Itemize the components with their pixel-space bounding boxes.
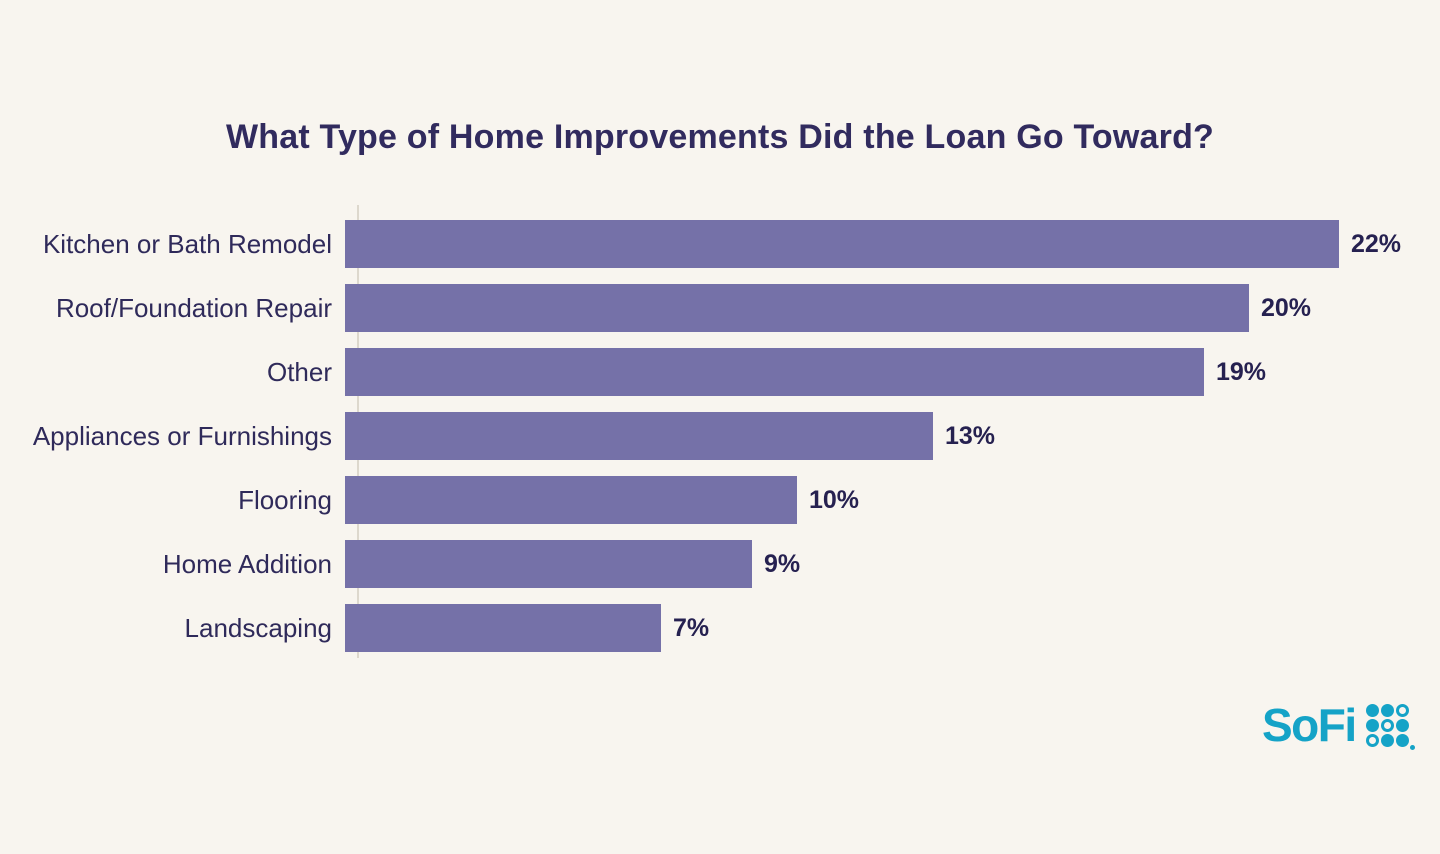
category-label: Flooring	[238, 484, 332, 515]
bar-track: 9%	[345, 540, 1440, 588]
bar-track: 20%	[345, 284, 1440, 332]
chart-row: Roof/Foundation Repair 20%	[0, 284, 1440, 332]
bar	[345, 348, 1204, 396]
value-label: 7%	[673, 613, 710, 642]
dot-filled	[1365, 703, 1379, 717]
chart-row: Kitchen or Bath Remodel 22%	[0, 220, 1440, 268]
dot-filled	[1365, 718, 1379, 732]
bar-track: 10%	[345, 476, 1440, 524]
category-label: Landscaping	[184, 612, 332, 643]
sofi-dot-grid-icon	[1365, 703, 1415, 750]
bar	[345, 604, 661, 652]
dot-filled	[1380, 703, 1394, 717]
chart-title: What Type of Home Improvements Did the L…	[225, 118, 1215, 156]
dot-filled	[1380, 733, 1394, 747]
dot-filled	[1395, 718, 1409, 732]
chart-row: Appliances or Furnishings 13%	[0, 412, 1440, 460]
bar-rows: Kitchen or Bath Remodel 22% Roof/Foundat…	[0, 205, 1440, 658]
value-label: 22%	[1351, 229, 1402, 258]
value-label: 10%	[809, 485, 860, 514]
value-label: 20%	[1261, 293, 1312, 322]
bar-track: 13%	[345, 412, 1440, 460]
bar	[345, 476, 797, 524]
dot-filled	[1395, 733, 1409, 747]
bar	[345, 412, 933, 460]
dot-ring	[1395, 703, 1409, 717]
category-label: Kitchen or Bath Remodel	[42, 228, 332, 259]
bar	[345, 220, 1339, 268]
bar-track: 19%	[345, 348, 1440, 396]
category-label: Home Addition	[162, 548, 332, 579]
sofi-wordmark: SoFi	[1262, 699, 1357, 751]
bar-chart: Kitchen or Bath Remodel 22% Roof/Foundat…	[0, 205, 1440, 658]
dot-ring	[1380, 718, 1394, 732]
category-label: Roof/Foundation Repair	[55, 292, 332, 323]
chart-row: Flooring 10%	[0, 476, 1440, 524]
bar-track: 22%	[345, 220, 1440, 268]
category-label: Other	[266, 356, 332, 387]
chart-row: Home Addition 9%	[0, 540, 1440, 588]
dot-ring	[1365, 733, 1379, 747]
bar	[345, 540, 752, 588]
chart-row: Other 19%	[0, 348, 1440, 396]
trademark-dot	[1409, 744, 1415, 750]
value-label: 13%	[945, 421, 996, 450]
value-label: 19%	[1216, 357, 1267, 386]
value-label: 9%	[764, 549, 801, 578]
bar-track: 7%	[345, 604, 1440, 652]
sofi-logo: SoFi	[1262, 699, 1415, 751]
category-label: Appliances or Furnishings	[32, 420, 332, 451]
bar	[345, 284, 1249, 332]
chart-row: Landscaping 7%	[0, 604, 1440, 652]
